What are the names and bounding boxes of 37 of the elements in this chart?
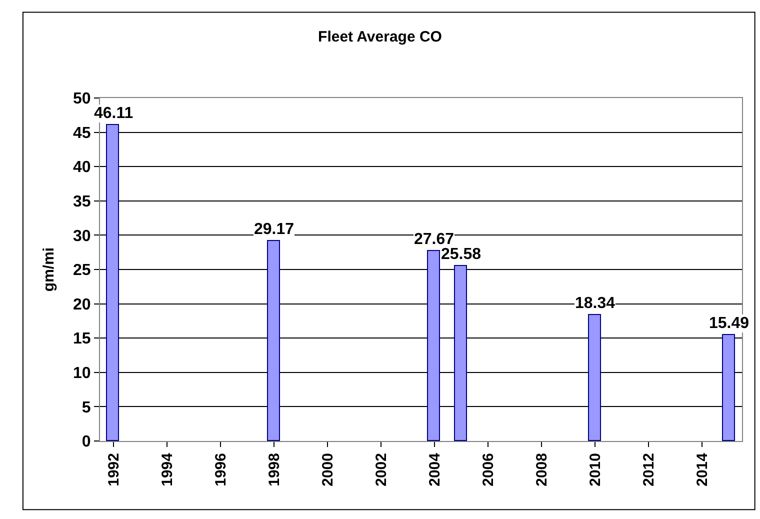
y-tick-label: 0	[82, 434, 91, 451]
x-tick-label: 1994	[158, 452, 176, 486]
data-label: 18.34	[575, 295, 616, 312]
data-label: 27.67	[414, 231, 454, 248]
x-tick-label: 2014	[694, 452, 711, 486]
data-label: 46.11	[94, 105, 134, 122]
data-label: 29.17	[254, 221, 294, 238]
y-tick-label: 15	[73, 330, 91, 348]
y-tick-label: 5	[82, 399, 91, 416]
x-tick-label: 2012	[640, 453, 658, 486]
y-tick-label: 30	[73, 228, 91, 245]
x-tick-label: 1996	[212, 453, 230, 486]
y-tick-label: 50	[73, 90, 91, 108]
y-axis-title: gm/mi	[40, 247, 58, 292]
x-tick-label: 1992	[105, 453, 122, 486]
y-tick-label: 20	[73, 296, 91, 314]
x-tick-label: 2010	[586, 453, 604, 486]
x-tick-label: 2004	[426, 452, 444, 486]
chart-title: Fleet Average CO	[318, 28, 442, 46]
x-tick-label: 2008	[533, 453, 550, 486]
y-tick-label: 25	[73, 262, 91, 280]
y-tick-label: 35	[73, 194, 91, 210]
x-tick-label: 2000	[319, 453, 336, 486]
data-label: 25.58	[441, 246, 482, 263]
bar	[427, 250, 440, 441]
x-tick-label: 2006	[480, 453, 497, 486]
bar	[454, 265, 467, 441]
bar	[267, 240, 280, 441]
y-tick-label: 45	[73, 124, 91, 142]
y-tick-label: 40	[73, 159, 91, 176]
bar	[106, 124, 119, 441]
bar	[722, 334, 735, 441]
bar	[588, 314, 601, 441]
y-tick-label: 10	[73, 365, 91, 382]
data-label: 15.49	[709, 315, 750, 332]
x-tick-label: 1998	[266, 453, 283, 486]
x-tick-label: 2002	[372, 453, 390, 486]
